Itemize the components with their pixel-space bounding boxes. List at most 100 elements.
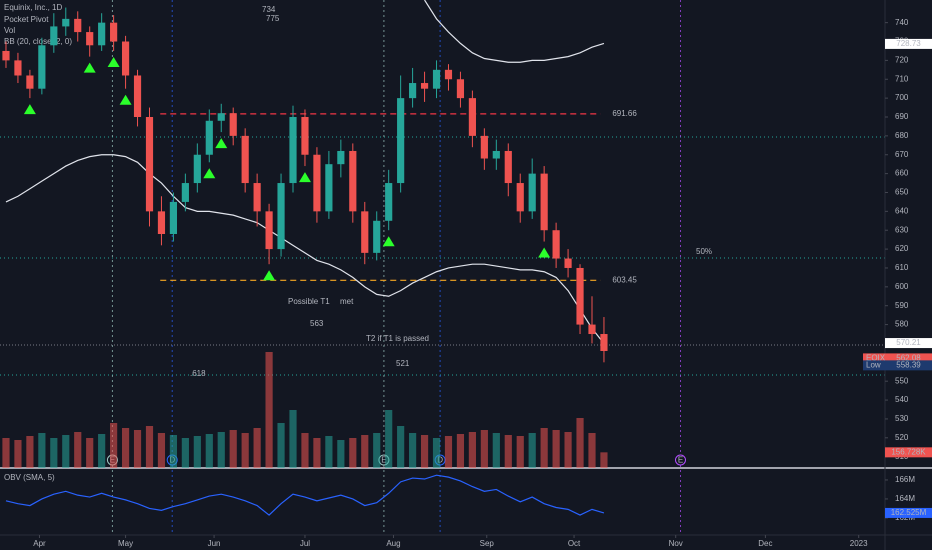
price-tag-label: 558.39 [896, 360, 921, 369]
y-tick-label: 720 [895, 55, 909, 64]
candle-body [409, 83, 417, 99]
candle-body [504, 150, 512, 184]
candle-body [373, 220, 381, 253]
price-tag-label: 156.728K [891, 447, 926, 456]
y-tick-label: 710 [895, 74, 909, 83]
annotation: Possible T1 [288, 297, 330, 306]
volume-bar [193, 436, 201, 468]
candle-body [552, 230, 560, 259]
candle-body [133, 75, 142, 117]
annotation: met [340, 297, 354, 306]
candle-body [217, 113, 225, 121]
volume-bar [564, 432, 572, 468]
signal-marker [298, 172, 311, 183]
candle-body [456, 79, 465, 99]
indicator-name: Vol [4, 26, 15, 35]
candle-body [420, 83, 429, 89]
candle-body [289, 117, 297, 184]
volume-bar [373, 433, 381, 468]
price-tag-label: 562.08 [896, 354, 921, 363]
x-tick-label: Nov [669, 539, 683, 548]
candle-body [588, 324, 596, 335]
y-tick-label: 610 [895, 263, 909, 272]
y-tick-label: 520 [895, 433, 909, 442]
candle-body [121, 41, 130, 76]
event-label: E [678, 456, 683, 465]
x-tick-label: Aug [386, 539, 400, 548]
symbol-title: Equinix, Inc., 1D [4, 3, 62, 12]
volume-bar [444, 436, 453, 468]
y-tick-label: 620 [895, 244, 909, 253]
volume-bar [325, 436, 333, 468]
volume-bar [492, 433, 500, 468]
volume-bar [265, 352, 273, 468]
volume-bar [121, 428, 130, 468]
candle-body [62, 18, 70, 27]
volume-bar [157, 433, 166, 468]
volume-bar [74, 432, 82, 468]
signal-marker [107, 56, 120, 67]
volume-bar [289, 410, 297, 468]
candle-body [277, 183, 285, 250]
candle-body [205, 120, 213, 155]
volume-bar [528, 433, 536, 468]
candle-body [468, 98, 476, 136]
candle-body [14, 60, 22, 76]
candle-body [110, 22, 118, 42]
obv-line [5, 474, 605, 516]
volume-bar [468, 432, 476, 468]
obv-title: OBV (SMA, 5) [4, 473, 55, 482]
candle-body [337, 150, 345, 165]
candle-body [492, 150, 500, 159]
candle-body [432, 69, 441, 89]
candle-body [444, 69, 453, 80]
signal-marker [203, 168, 216, 179]
volume-bar [432, 438, 441, 468]
y-tick-label: 540 [895, 395, 909, 404]
volume-bar [26, 436, 34, 468]
candle-body [397, 98, 405, 184]
x-tick-label: Dec [758, 539, 772, 548]
candle-body [229, 113, 237, 136]
annotation: 775 [266, 14, 280, 23]
candle-body [145, 117, 154, 212]
y-tick-label: 590 [895, 301, 909, 310]
level-label: 603.45 [612, 275, 637, 284]
signal-marker [538, 247, 551, 258]
volume-bar [205, 434, 213, 468]
candle-body [361, 211, 369, 253]
candle-body [157, 211, 166, 234]
y-tick-label: 660 [895, 169, 909, 178]
candle-body [301, 117, 309, 155]
volume-bar [181, 438, 189, 468]
annotation: 734 [262, 5, 276, 14]
candle-body [241, 135, 249, 184]
x-tick-label: May [118, 539, 133, 548]
volume-bar [456, 434, 465, 468]
price-tag [885, 338, 932, 349]
y-tick-label: 630 [895, 225, 909, 234]
bb-upper [424, 0, 605, 63]
y-tick-label: 700 [895, 93, 909, 102]
price-tag-name: Low [866, 360, 881, 369]
annotation: .618 [190, 369, 206, 378]
x-tick-label: Oct [568, 539, 581, 548]
price-tag-label: 162.525M [891, 508, 927, 517]
candle-body [313, 154, 321, 212]
annotation: 521 [396, 359, 410, 368]
candle-body [540, 173, 548, 231]
signal-marker [382, 236, 395, 247]
volume-bar [337, 440, 345, 468]
volume-bar [301, 433, 309, 468]
candle-body [74, 18, 82, 33]
price-tag [885, 38, 932, 49]
volume-bar [576, 418, 584, 468]
candle-body [528, 173, 536, 212]
x-tick-label: Jun [208, 539, 221, 548]
candle-body [600, 334, 608, 351]
volume-bar [552, 430, 560, 468]
y-tick-label: 640 [895, 206, 909, 215]
annotation: 50% [696, 247, 712, 256]
